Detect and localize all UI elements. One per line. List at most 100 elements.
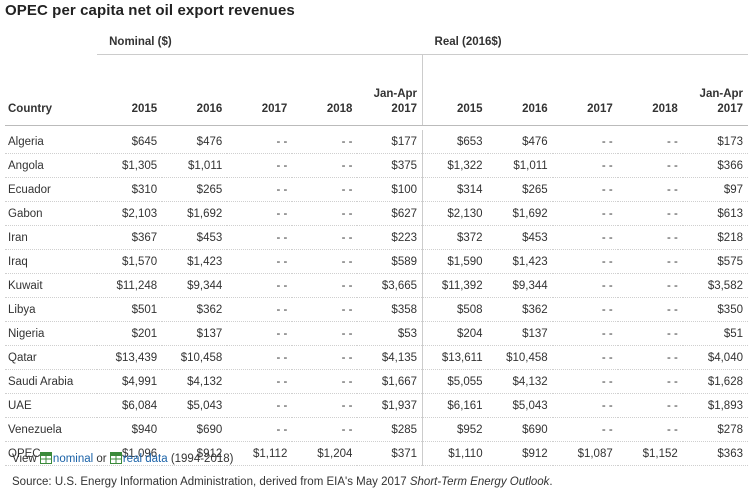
header-line-2: 2017 (717, 103, 743, 115)
real-value-cell: - - (552, 393, 618, 418)
nominal-value-cell: - - (292, 321, 358, 346)
nominal-value-cell: $690 (162, 417, 228, 442)
real-value-cell: $11,392 (422, 273, 488, 298)
header-line-1: Jan-Apr (373, 88, 418, 100)
real-value-cell: $265 (487, 177, 553, 202)
country-cell: Libya (5, 297, 98, 322)
nominal-value-cell: $1,204 (292, 441, 358, 466)
real-value-cell: $3,582 (682, 273, 748, 298)
real-value-cell: $952 (422, 417, 488, 442)
nominal-value-cell: - - (292, 417, 358, 442)
real-value-cell: - - (617, 153, 683, 178)
nominal-value-cell: $100 (357, 177, 424, 202)
nominal-value-cell: $1,692 (162, 201, 228, 226)
nominal-value-cell: $223 (357, 225, 424, 250)
nominal-value-cell: $13,439 (97, 345, 163, 370)
real-group-header: Real (2016$) (422, 30, 748, 55)
real-column-header: 2016 (487, 54, 553, 126)
real-value-cell: $204 (422, 321, 488, 346)
header-line-2: 2015 (457, 103, 483, 115)
real-value-cell: $1,322 (422, 153, 488, 178)
real-value-cell: - - (552, 153, 618, 178)
real-value-cell: $508 (422, 297, 488, 322)
nominal-value-cell: $501 (97, 297, 163, 322)
nominal-value-cell: - - (227, 153, 293, 178)
group-spacer (5, 30, 97, 55)
country-cell: Kuwait (5, 273, 98, 298)
real-value-cell: - - (552, 249, 618, 274)
nominal-link-label[interactable]: nominal (52, 453, 94, 465)
nominal-value-cell: - - (292, 225, 358, 250)
real-value-cell: $97 (682, 177, 748, 202)
country-cell: Saudi Arabia (5, 369, 98, 394)
range-text: (1994-2018) (170, 453, 234, 465)
nominal-value-cell: $177 (357, 130, 424, 154)
real-value-cell: - - (617, 321, 683, 346)
header-line-2: 2017 (391, 103, 418, 115)
nominal-value-cell: - - (227, 225, 293, 250)
source-note: Source: U.S. Energy Information Administ… (12, 476, 553, 488)
real-value-cell: - - (617, 130, 683, 154)
header-line-2: 2016 (196, 103, 223, 115)
nominal-column-header: 2017 (227, 54, 293, 126)
header-line-2: 2018 (326, 103, 353, 115)
country-cell: Algeria (5, 130, 98, 154)
real-value-cell: - - (617, 201, 683, 226)
table-row: UAE $6,084 $5,043- -- - $1,937 $6,161 $5,043-… (5, 393, 748, 418)
nominal-data-link[interactable]: nominal (39, 452, 94, 465)
or-text: or (96, 453, 107, 465)
nominal-value-cell: - - (227, 297, 293, 322)
real-data-link[interactable]: real data (109, 452, 168, 465)
real-value-cell: $1,692 (487, 201, 553, 226)
nominal-value-cell: $2,103 (97, 201, 163, 226)
column-header-row: Country 2015 2016 2017 2018 Jan-Apr 2017 2015 2… (5, 54, 748, 126)
real-value-cell: $278 (682, 417, 748, 442)
real-value-cell: - - (617, 225, 683, 250)
nominal-column-header: 2015 (97, 54, 163, 126)
nominal-value-cell: - - (227, 393, 293, 418)
nominal-value-cell: - - (292, 345, 358, 370)
source-suffix: . (549, 476, 553, 488)
table-row: Qatar $13,439 $10,458- -- - $4,135 $13,611 $1… (5, 345, 748, 370)
nominal-value-cell: $476 (162, 130, 228, 154)
real-value-cell: $453 (487, 225, 553, 250)
nominal-column-header: 2016 (162, 54, 228, 126)
nominal-value-cell: - - (292, 297, 358, 322)
nominal-value-cell: $1,096 (97, 441, 163, 466)
table-row: OPEC $1,096 $912 $1,112 $1,204 $371 $1,110 $912… (5, 441, 748, 466)
nominal-value-cell: - - (292, 177, 358, 202)
nominal-value-cell: $4,991 (97, 369, 163, 394)
nominal-value-cell: $589 (357, 249, 424, 274)
view-data-line: View nominal or real data (1994-2018) (12, 452, 233, 465)
country-column-header: Country (5, 54, 98, 126)
real-value-cell: - - (552, 369, 618, 394)
real-link-label[interactable]: real data (122, 453, 168, 465)
country-cell: Qatar (5, 345, 98, 370)
country-cell: Nigeria (5, 321, 98, 346)
real-value-cell: $366 (682, 153, 748, 178)
nominal-value-cell: $9,344 (162, 273, 228, 298)
real-value-cell: - - (552, 225, 618, 250)
table-row: Gabon $2,103 $1,692- -- - $627 $2,130 $1,692-… (5, 201, 748, 226)
nominal-value-cell: $4,132 (162, 369, 228, 394)
real-value-cell: $5,055 (422, 369, 488, 394)
nominal-value-cell: $1,305 (97, 153, 163, 178)
real-value-cell: - - (617, 369, 683, 394)
real-column-header: 2018 (617, 54, 683, 126)
page-title: OPEC per capita net oil export revenues (5, 2, 295, 19)
nominal-value-cell: - - (227, 201, 293, 226)
real-value-cell: $653 (422, 130, 488, 154)
nominal-value-cell: $3,665 (357, 273, 424, 298)
nominal-value-cell: $4,135 (357, 345, 424, 370)
real-value-cell: - - (617, 249, 683, 274)
real-value-cell: - - (552, 273, 618, 298)
nominal-value-cell: - - (292, 201, 358, 226)
nominal-value-cell: - - (227, 249, 293, 274)
nominal-value-cell: - - (292, 393, 358, 418)
nominal-value-cell: $137 (162, 321, 228, 346)
country-cell: Ecuador (5, 177, 98, 202)
nominal-value-cell: - - (227, 130, 293, 154)
source-prefix: Source: U.S. Energy Information Administ… (12, 476, 407, 488)
source-title: Short-Term Energy Outlook (409, 476, 550, 488)
nominal-value-cell: $1,570 (97, 249, 163, 274)
